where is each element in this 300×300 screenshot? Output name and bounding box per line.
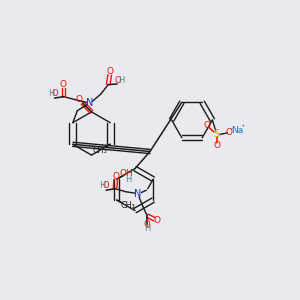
Text: O: O	[115, 76, 121, 85]
Text: OH: OH	[120, 169, 134, 178]
Text: H: H	[48, 89, 55, 98]
Text: CH₃: CH₃	[92, 146, 107, 155]
Text: H: H	[144, 224, 150, 233]
Text: O: O	[60, 80, 67, 89]
Text: H: H	[118, 76, 124, 85]
Text: N: N	[134, 189, 142, 199]
Text: O: O	[75, 95, 82, 104]
Text: CH₃: CH₃	[120, 201, 135, 210]
Text: O: O	[213, 141, 220, 150]
Text: O: O	[153, 216, 160, 225]
Text: Na: Na	[231, 126, 243, 135]
Text: O: O	[103, 181, 110, 190]
Text: O: O	[144, 220, 151, 229]
Text: N: N	[85, 98, 93, 108]
Text: H: H	[99, 181, 106, 190]
Text: O: O	[204, 121, 211, 130]
Text: ⁻: ⁻	[230, 125, 234, 134]
Text: O: O	[225, 128, 233, 137]
Text: O: O	[106, 68, 113, 76]
Text: ⁺: ⁺	[240, 123, 245, 132]
Text: O: O	[52, 89, 59, 98]
Text: H: H	[125, 176, 131, 184]
Text: O: O	[112, 172, 119, 181]
Text: S: S	[214, 129, 220, 140]
